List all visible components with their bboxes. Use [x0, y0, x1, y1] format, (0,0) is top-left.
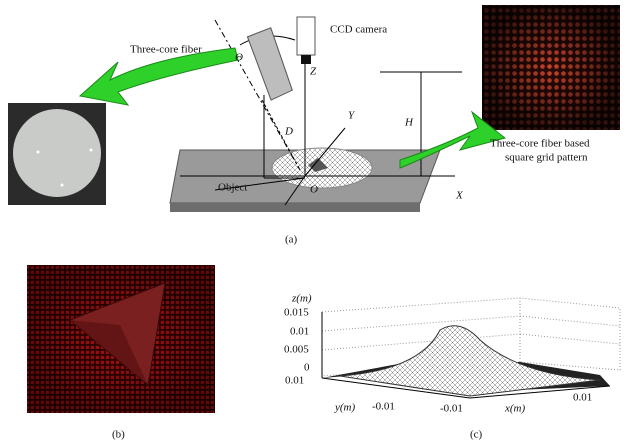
y-tick: 0.01 — [285, 375, 304, 387]
object-label: Object — [218, 182, 247, 194]
origin-label: O — [310, 184, 318, 196]
distance-label: D — [284, 126, 293, 138]
y-tick: -0.01 — [372, 401, 395, 413]
y-axis: Y — [348, 110, 356, 122]
z-tick: 0.005 — [284, 344, 309, 356]
x-axis: X — [455, 190, 464, 202]
camera-label: CCD camera — [330, 24, 387, 36]
fiber-face — [13, 109, 101, 197]
height-label: H — [404, 117, 414, 129]
z-axis: Z — [310, 66, 317, 78]
z-tick: 0 — [304, 362, 310, 374]
x-label: x(m) — [504, 403, 525, 415]
z-label: z(m) — [291, 293, 312, 305]
caption: (a) — [285, 234, 298, 246]
fiber-label: Three-core fiber — [130, 44, 202, 56]
caption: (b) — [112, 429, 125, 441]
x-tick: -0.01 — [440, 403, 463, 415]
pattern-label: Three-core fiber based — [490, 138, 590, 150]
x-tick: 0.01 — [573, 392, 592, 404]
z-tick: 0.015 — [284, 307, 309, 319]
pattern-label: square grid pattern — [505, 152, 588, 164]
arrow-left — [80, 48, 238, 105]
caption: (c) — [470, 429, 483, 441]
figure: CCD camera Three-core fiber Θ Z Y X H D … — [0, 0, 630, 445]
angle-label: Θ — [235, 52, 243, 64]
camera — [297, 17, 315, 55]
z-tick: 0.01 — [290, 326, 309, 338]
y-label: y(m) — [334, 402, 355, 414]
